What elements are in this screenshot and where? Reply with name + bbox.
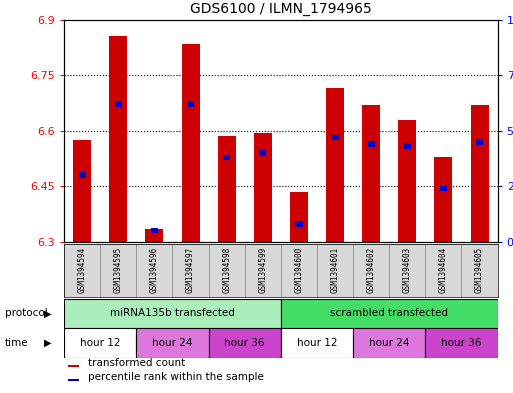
Bar xyxy=(367,141,375,147)
Text: ▶: ▶ xyxy=(44,338,51,348)
Bar xyxy=(254,132,272,242)
Bar xyxy=(281,244,317,297)
Bar xyxy=(425,244,462,297)
Title: GDS6100 / ILMN_1794965: GDS6100 / ILMN_1794965 xyxy=(190,2,372,16)
Bar xyxy=(136,328,209,358)
Bar xyxy=(295,221,303,227)
Text: hour 12: hour 12 xyxy=(80,338,121,348)
Text: GSM1394595: GSM1394595 xyxy=(114,247,123,293)
Bar xyxy=(136,244,172,297)
Text: ▶: ▶ xyxy=(44,309,51,318)
Text: GSM1394598: GSM1394598 xyxy=(222,247,231,293)
Text: GSM1394604: GSM1394604 xyxy=(439,247,448,293)
Bar xyxy=(435,156,452,242)
Bar xyxy=(353,244,389,297)
Bar xyxy=(64,244,100,297)
Text: GSM1394597: GSM1394597 xyxy=(186,247,195,293)
Bar xyxy=(462,244,498,297)
Text: hour 36: hour 36 xyxy=(441,338,482,348)
Bar xyxy=(64,328,136,358)
Bar xyxy=(115,101,122,107)
Text: hour 24: hour 24 xyxy=(152,338,193,348)
Text: miRNA135b transfected: miRNA135b transfected xyxy=(110,309,235,318)
Text: hour 36: hour 36 xyxy=(225,338,265,348)
Text: GSM1394599: GSM1394599 xyxy=(259,247,267,293)
Bar xyxy=(223,154,230,160)
Bar xyxy=(209,328,281,358)
Text: GSM1394605: GSM1394605 xyxy=(475,247,484,293)
Bar xyxy=(470,105,488,242)
Bar xyxy=(425,328,498,358)
Bar xyxy=(100,244,136,297)
Bar xyxy=(187,101,194,107)
Bar xyxy=(259,150,266,156)
Bar xyxy=(182,44,200,242)
Bar xyxy=(389,244,425,297)
Text: hour 12: hour 12 xyxy=(297,338,337,348)
Bar xyxy=(317,244,353,297)
Bar xyxy=(331,134,339,140)
Bar xyxy=(440,185,447,191)
Text: hour 24: hour 24 xyxy=(369,338,409,348)
Bar xyxy=(151,228,158,233)
Bar xyxy=(245,244,281,297)
Bar xyxy=(404,143,411,149)
Text: GSM1394600: GSM1394600 xyxy=(294,247,303,293)
Bar xyxy=(398,119,417,242)
Bar xyxy=(145,229,164,242)
Bar xyxy=(281,299,498,328)
Text: percentile rank within the sample: percentile rank within the sample xyxy=(88,372,264,382)
Bar xyxy=(362,105,380,242)
Bar xyxy=(209,244,245,297)
Bar xyxy=(73,140,91,242)
Bar xyxy=(353,328,425,358)
Text: GSM1394594: GSM1394594 xyxy=(77,247,87,293)
Bar xyxy=(476,139,483,145)
Bar xyxy=(78,172,86,178)
Bar xyxy=(109,36,127,242)
Bar xyxy=(172,244,209,297)
Text: transformed count: transformed count xyxy=(88,358,185,368)
Text: scrambled transfected: scrambled transfected xyxy=(330,309,448,318)
Bar xyxy=(64,299,281,328)
Bar xyxy=(281,328,353,358)
Text: GSM1394601: GSM1394601 xyxy=(330,247,340,293)
Bar xyxy=(68,365,80,367)
Text: GSM1394596: GSM1394596 xyxy=(150,247,159,293)
Text: GSM1394603: GSM1394603 xyxy=(403,247,412,293)
Text: protocol: protocol xyxy=(5,309,48,318)
Bar xyxy=(68,378,80,380)
Bar xyxy=(218,136,235,242)
Bar xyxy=(326,88,344,242)
Text: time: time xyxy=(5,338,29,348)
Bar xyxy=(290,192,308,242)
Text: GSM1394602: GSM1394602 xyxy=(367,247,376,293)
